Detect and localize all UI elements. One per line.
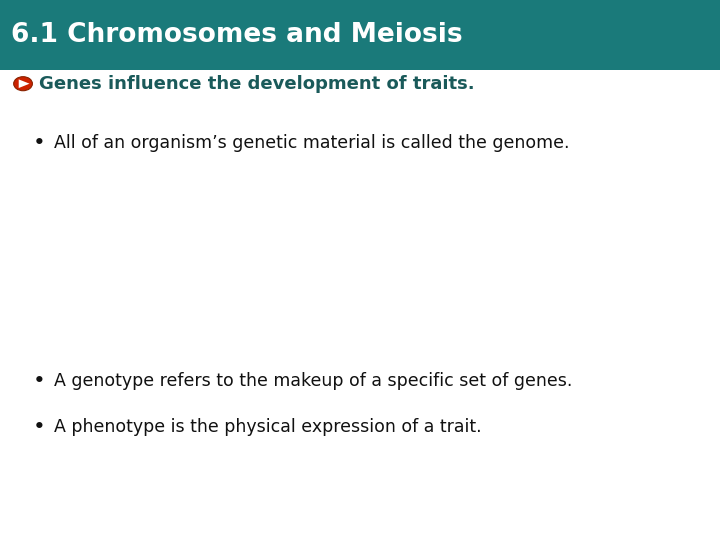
Text: 6.1 Chromosomes and Meiosis: 6.1 Chromosomes and Meiosis — [11, 22, 462, 48]
Text: A genotype refers to the makeup of a specific set of genes.: A genotype refers to the makeup of a spe… — [54, 372, 572, 390]
Text: •: • — [33, 416, 46, 437]
Circle shape — [14, 77, 32, 91]
Text: A phenotype is the physical expression of a trait.: A phenotype is the physical expression o… — [54, 417, 482, 436]
Bar — [0, 0, 720, 70]
Polygon shape — [19, 79, 30, 88]
Text: •: • — [33, 370, 46, 391]
Text: All of an organism’s genetic material is called the genome.: All of an organism’s genetic material is… — [54, 134, 570, 152]
Text: •: • — [33, 133, 46, 153]
Text: Genes influence the development of traits.: Genes influence the development of trait… — [39, 75, 474, 93]
